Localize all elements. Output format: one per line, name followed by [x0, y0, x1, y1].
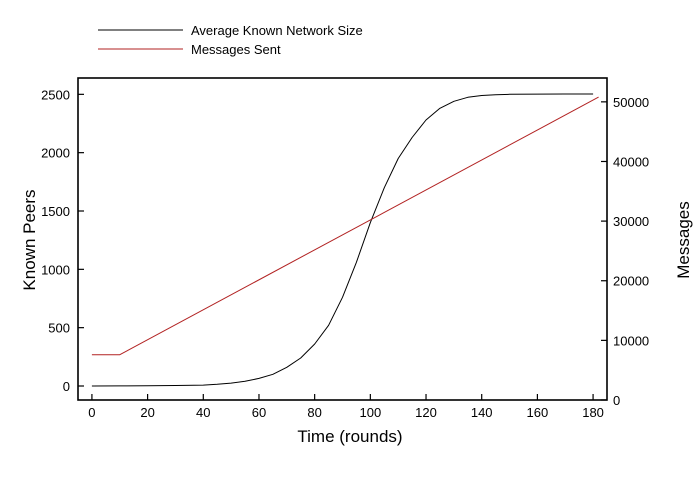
y-right-tick-label: 20000	[613, 274, 649, 289]
x-tick-label: 20	[140, 405, 154, 420]
y-left-tick-label: 500	[48, 321, 70, 336]
y-left-tick-label: 1500	[41, 204, 70, 219]
y-left-tick-label: 2000	[41, 146, 70, 161]
y-left-tick-label: 0	[63, 379, 70, 394]
y-left-tick-label: 2500	[41, 87, 70, 102]
plot-frame	[77, 77, 608, 401]
y-axis-left-title: Known Peers	[20, 189, 39, 290]
x-tick-label: 0	[88, 405, 95, 420]
series-line-messages	[91, 96, 599, 356]
x-tick-label: 60	[252, 405, 266, 420]
legend: Average Known Network Size Messages Sent	[98, 23, 363, 57]
x-axis-title: Time (rounds)	[297, 427, 402, 446]
y-left-tick-label: 1000	[41, 262, 70, 277]
y-right-tick-label: 40000	[613, 154, 649, 169]
legend-label-network-size: Average Known Network Size	[191, 23, 363, 38]
right-axis: 0 10000 20000 30000 40000 50000	[601, 95, 649, 408]
series-layer	[91, 93, 599, 387]
y-right-tick-label: 0	[613, 393, 620, 408]
y-right-tick-label: 50000	[613, 95, 649, 110]
series-line-network-size	[91, 93, 594, 387]
x-tick-label: 180	[582, 405, 604, 420]
x-tick-label: 140	[471, 405, 493, 420]
x-tick-label: 160	[527, 405, 549, 420]
x-tick-label: 120	[415, 405, 437, 420]
bottom-axis: 0 20 40 60 80 100 120 140 160 180	[88, 394, 604, 420]
y-right-tick-label: 10000	[613, 333, 649, 348]
x-tick-label: 80	[307, 405, 321, 420]
x-tick-label: 40	[196, 405, 210, 420]
y-axis-right-title: Messages	[674, 201, 693, 278]
y-right-tick-label: 30000	[613, 214, 649, 229]
left-axis: 0 500 1000 1500 2000 2500	[41, 87, 84, 394]
x-tick-label: 100	[359, 405, 381, 420]
legend-label-messages: Messages Sent	[191, 42, 281, 57]
